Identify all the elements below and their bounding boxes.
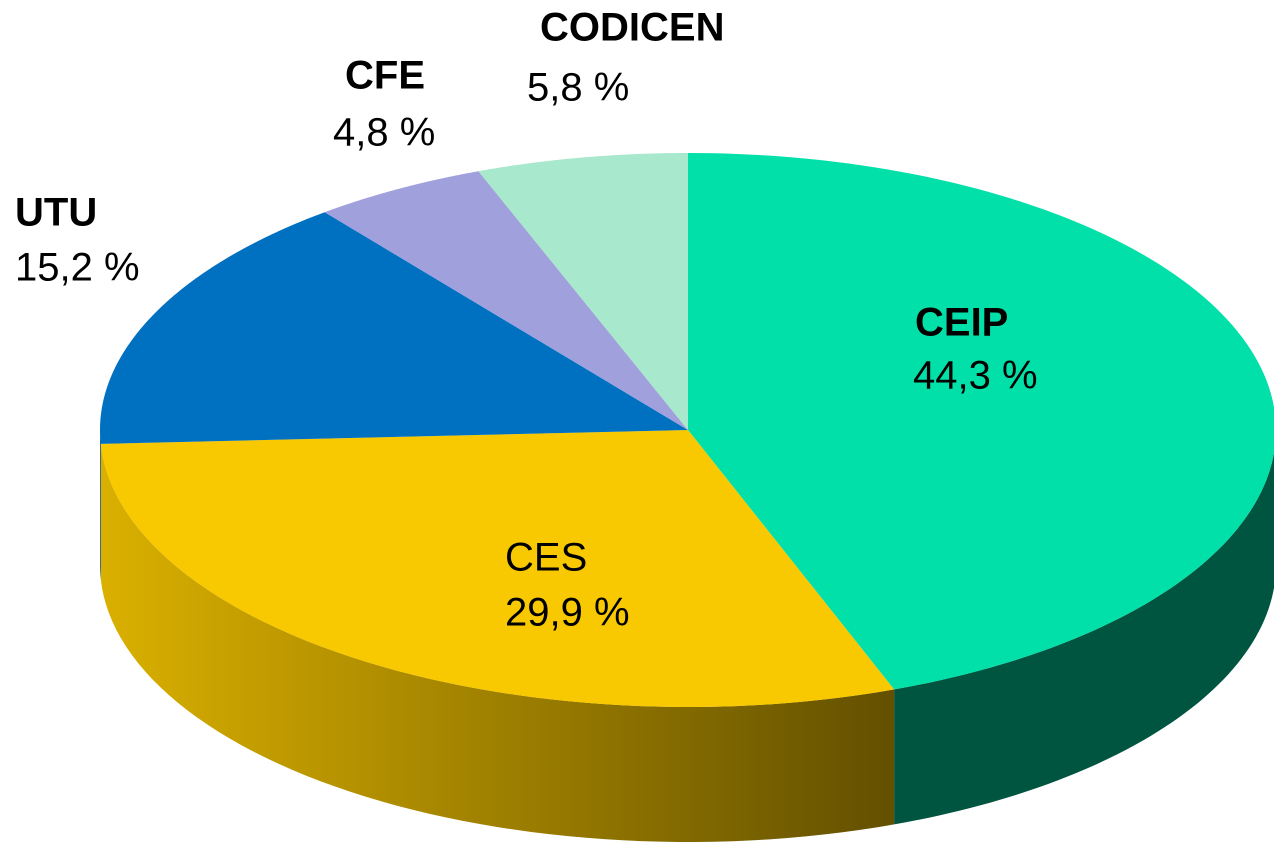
slice-side bbox=[100, 430, 101, 579]
slice-label: CODICEN bbox=[540, 6, 724, 50]
slice bbox=[688, 153, 1274, 690]
slice-label: CEIP bbox=[915, 301, 1008, 345]
slice-label: CES bbox=[505, 536, 587, 580]
value-label: 29,9 % bbox=[505, 591, 630, 635]
value-label: 5,8 % bbox=[527, 66, 629, 110]
slice bbox=[324, 171, 688, 430]
slice-side bbox=[100, 443, 895, 842]
value-label: 15,2 % bbox=[15, 246, 140, 290]
slice bbox=[478, 153, 688, 430]
value-label: 44,3 % bbox=[913, 354, 1038, 398]
value-label: 4,8 % bbox=[333, 111, 435, 155]
slice-side bbox=[894, 452, 1274, 825]
slice bbox=[100, 430, 895, 707]
slice-label: UTU bbox=[15, 191, 97, 235]
slice-label: CFE bbox=[345, 54, 425, 98]
slice bbox=[100, 212, 689, 444]
